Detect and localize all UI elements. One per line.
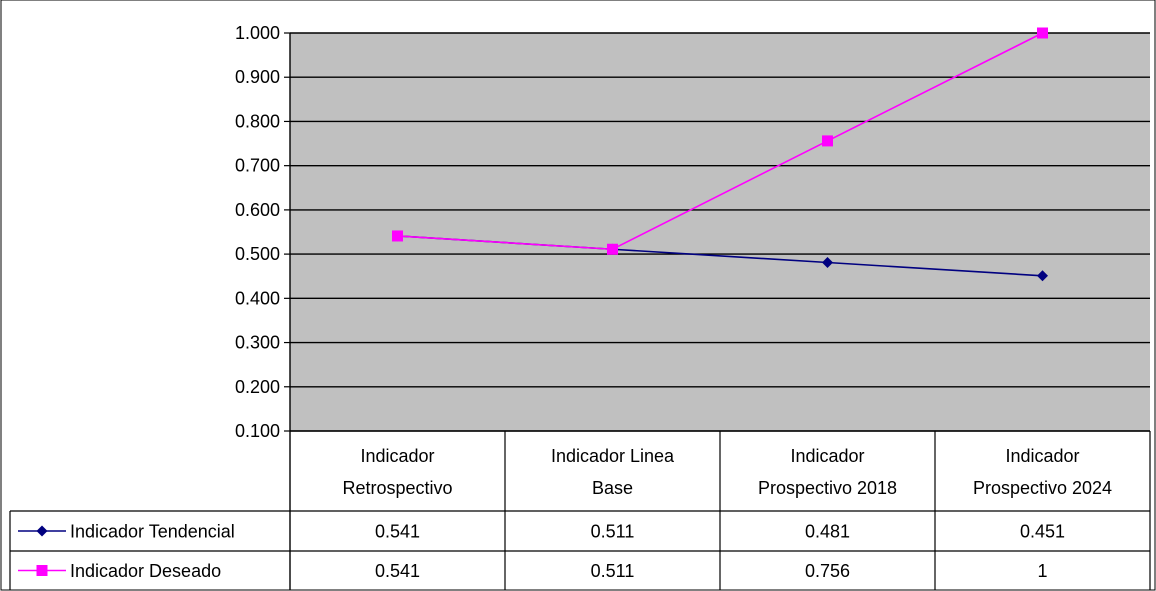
data-point xyxy=(1037,27,1048,39)
category-label: Indicador xyxy=(790,446,864,466)
y-tick-label: 0.100 xyxy=(235,421,280,441)
data-table-value: 0.511 xyxy=(591,522,635,542)
data-table-value: 0.511 xyxy=(591,561,635,581)
data-point xyxy=(392,230,403,242)
data-table-value: 0.756 xyxy=(805,561,850,581)
y-tick-label: 0.400 xyxy=(235,288,280,308)
series-line xyxy=(397,32,1043,251)
legend-marker-key xyxy=(36,525,48,537)
category-label: Indicador xyxy=(360,446,434,466)
y-tick-label: 0.800 xyxy=(235,111,280,131)
category-label: Indicador Linea xyxy=(551,446,675,466)
data-table-value: 0.541 xyxy=(375,522,420,542)
series-name: Indicador Deseado xyxy=(70,561,221,581)
data-table-value: 0.541 xyxy=(375,561,420,581)
category-label: Indicador xyxy=(1005,446,1079,466)
data-table-value: 0.451 xyxy=(1020,522,1065,542)
y-tick-label: 0.900 xyxy=(235,67,280,87)
y-tick-label: 0.500 xyxy=(235,244,280,264)
category-label: Base xyxy=(592,478,633,498)
data-table-value: 0.481 xyxy=(805,522,850,542)
data-point xyxy=(607,243,618,255)
y-tick-label: 0.600 xyxy=(235,200,280,220)
y-tick-label: 0.200 xyxy=(235,377,280,397)
data-table-value: 1 xyxy=(1037,561,1047,581)
series-name: Indicador Tendencial xyxy=(70,522,235,542)
y-tick-label: 0.300 xyxy=(235,333,280,353)
plot-area xyxy=(290,33,1150,431)
y-tick-label: 0.700 xyxy=(235,156,280,176)
y-tick-label: 1.000 xyxy=(235,23,280,43)
data-point xyxy=(822,257,833,269)
category-label: Prospectivo 2018 xyxy=(758,478,897,498)
category-label: Retrospectivo xyxy=(342,478,452,498)
data-point xyxy=(822,135,833,147)
category-label: Prospectivo 2024 xyxy=(973,478,1112,498)
legend-marker-key xyxy=(36,565,48,576)
data-point xyxy=(1037,270,1048,282)
